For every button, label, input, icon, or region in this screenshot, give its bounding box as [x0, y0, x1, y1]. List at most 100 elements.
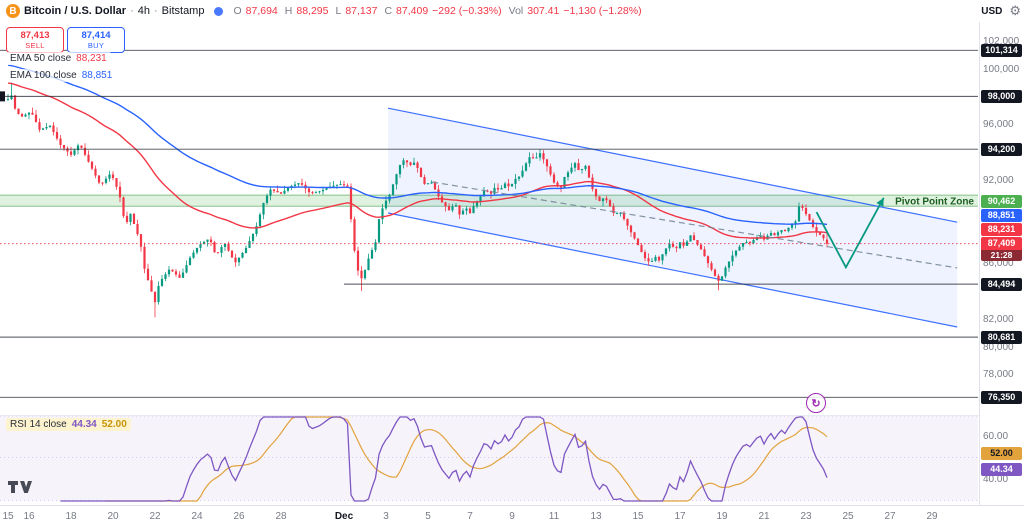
descending-channel[interactable] [387, 107, 958, 328]
time-axis-label: 16 [23, 511, 35, 522]
toolbar-right: USD ⚙ [981, 0, 1021, 22]
price-badge: 101,314 [981, 43, 1022, 57]
time-axis-label: 3 [383, 511, 389, 522]
price-badge: 76,350 [981, 390, 1022, 404]
time-axis-label: 15 [632, 511, 644, 522]
price-badge: 88,231 [981, 223, 1022, 237]
high-value: 88,295 [296, 5, 329, 17]
buy-label: BUY [87, 41, 105, 50]
time-axis-label: 28 [275, 511, 287, 522]
time-axis[interactable]: 15 16 18 20 22 24 26 28 Dec 3 5 7 9 11 13 15 17 19 21 23 25 2… [0, 505, 1024, 527]
exchange-name[interactable]: Bitstamp [161, 5, 205, 17]
time-axis-label: 27 [884, 511, 896, 522]
open-label: O [233, 5, 242, 17]
currency-button[interactable]: USD [981, 5, 1003, 17]
rsi-ma-line[interactable] [106, 416, 828, 502]
bitcoin-logo-icon: B [6, 4, 20, 18]
time-axis-label: 29 [926, 511, 938, 522]
time-axis-label: 15 [2, 511, 14, 522]
dashed-trendline[interactable] [432, 181, 958, 269]
price-axis-tick: 80,000 [983, 341, 1014, 353]
ema100-line[interactable] [7, 64, 828, 226]
separator-dot: · [130, 5, 134, 17]
refresh-cycle-icon[interactable]: ↻ [806, 393, 826, 413]
time-axis-label: 21 [758, 511, 770, 522]
high-label: H [284, 5, 293, 17]
price-axis-tick: 100,000 [983, 63, 1020, 75]
refresh-glyph: ↻ [811, 397, 821, 410]
price-axis-tick: 86,000 [983, 258, 1014, 270]
time-axis-label: 11 [548, 511, 560, 522]
buy-button[interactable]: 87,414 BUY [67, 27, 125, 53]
rsi-axis-tick: 40.00 [983, 474, 1009, 485]
volume-change: −1,130 (−1.28%) [563, 5, 642, 17]
price-axis-tick: 82,000 [983, 313, 1014, 325]
time-axis-label: 22 [149, 511, 161, 522]
open-value: 87,694 [245, 5, 278, 17]
tradingview-logo[interactable] [8, 479, 32, 500]
volume-value: 307.41 [527, 5, 560, 17]
rsi-axis-tick: 60.00 [983, 431, 1009, 442]
time-axis-label: 23 [800, 511, 812, 522]
ema50-value: 88,231 [76, 53, 107, 64]
ema50-line[interactable] [7, 82, 828, 239]
price-badge: 84,494 [981, 277, 1022, 291]
low-value: 87,137 [345, 5, 378, 17]
price-axis-tick: 96,000 [983, 119, 1014, 131]
close-value: 87,409 [396, 5, 429, 17]
time-axis-label: 26 [233, 511, 245, 522]
time-axis-label: 9 [509, 511, 515, 522]
pivot-point-zone-label: Pivot Point Zone [895, 197, 974, 208]
price-line-anchor-tag [0, 91, 5, 102]
rsi-legend[interactable]: RSI 14 close 44.34 52.00 [6, 418, 131, 431]
market-status-dot-icon [214, 6, 224, 16]
close-label: C [384, 5, 393, 17]
time-axis-label: 5 [425, 511, 431, 522]
price-axis-tick: 78,000 [983, 369, 1014, 381]
ema100-legend[interactable]: EMA 100 close 88,851 [6, 69, 117, 82]
sell-price: 87,413 [20, 29, 50, 41]
ema100-value: 88,851 [81, 70, 113, 81]
last-price-badge: 87,409 21:28 [981, 237, 1022, 262]
sell-button[interactable]: 87,413 SELL [6, 27, 64, 53]
time-axis-label: 7 [467, 511, 473, 522]
time-axis-label: 19 [716, 511, 728, 522]
settings-gear-icon[interactable]: ⚙ [1009, 3, 1021, 18]
symbol-name[interactable]: Bitcoin / U.S. Dollar [24, 5, 127, 17]
toolbar: B Bitcoin / U.S. Dollar · 4h · Bitstamp … [0, 0, 978, 22]
rsi-line[interactable] [60, 416, 828, 502]
price-badge: 88,851 [981, 209, 1022, 223]
low-label: L [335, 5, 342, 17]
interval-button[interactable]: 4h [137, 5, 150, 17]
ema100-label: EMA 100 close [10, 70, 77, 81]
separator-dot: · [154, 5, 158, 17]
projection-arrow[interactable] [815, 197, 885, 270]
time-axis-label: 24 [191, 511, 203, 522]
time-axis-label: 20 [107, 511, 119, 522]
rsi-label: RSI 14 close [10, 419, 67, 430]
rsi-value: 44.34 [71, 419, 97, 430]
change-value: −292 (−0.33%) [432, 5, 502, 17]
rsi-badge: 52.00 [981, 446, 1022, 460]
price-axis-separator [979, 22, 980, 527]
time-axis-label: 25 [842, 511, 854, 522]
time-axis-label: 13 [590, 511, 602, 522]
price-axis-tick: 102,000 [983, 35, 1020, 47]
ema50-label: EMA 50 close [10, 53, 72, 64]
price-badge: 94,200 [981, 142, 1022, 156]
price-axis-tick: 92,000 [983, 174, 1014, 186]
rsi-pane [0, 415, 978, 502]
price-badge: 90,462 [981, 194, 1022, 208]
last-price-value: 87,409 [981, 237, 1022, 251]
time-axis-label: 17 [674, 511, 686, 522]
volume-label: Vol [508, 5, 524, 17]
time-axis-label: 18 [65, 511, 77, 522]
pane-separator [0, 415, 979, 416]
rsi-badge: 44.34 [981, 463, 1022, 477]
bar-countdown: 21:28 [981, 250, 1022, 262]
ema50-legend[interactable]: EMA 50 close 88,231 [6, 52, 111, 65]
price-badge: 98,000 [981, 89, 1022, 103]
buy-price: 87,414 [81, 29, 111, 41]
